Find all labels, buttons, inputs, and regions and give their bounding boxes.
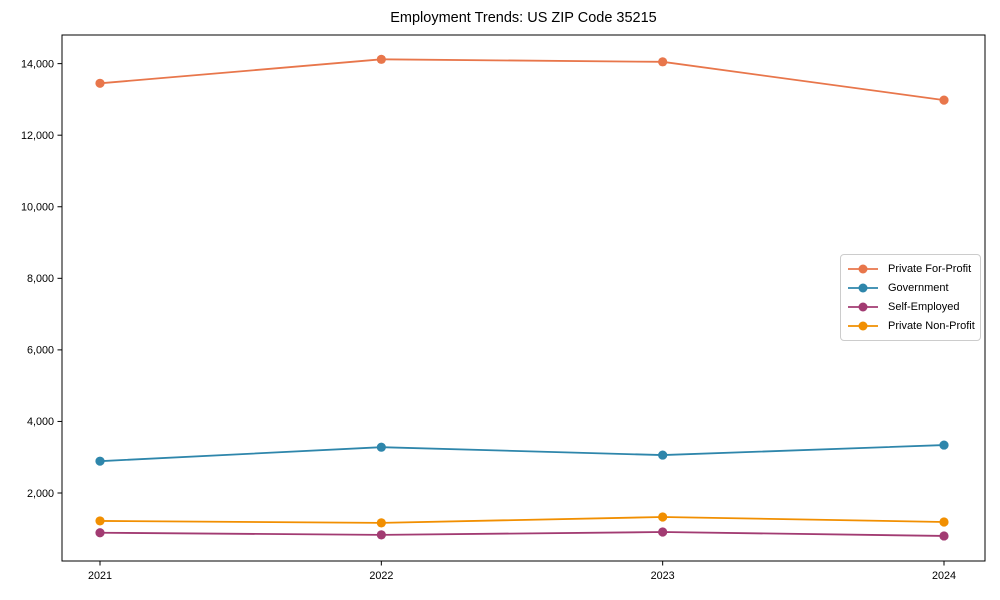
data-point-marker — [939, 517, 949, 527]
series-line — [99, 516, 945, 524]
legend-label: Government — [888, 281, 949, 294]
x-tick-label: 2021 — [88, 570, 112, 582]
data-point-marker — [658, 527, 668, 537]
legend-line-marker-icon — [848, 283, 878, 293]
legend-item: Government — [847, 279, 974, 297]
data-point-marker — [95, 528, 105, 538]
data-point-marker — [95, 516, 105, 526]
y-tick-label: 14,000 — [21, 58, 54, 70]
legend-line-marker-icon — [848, 302, 878, 312]
x-tick-label: 2023 — [651, 570, 675, 582]
legend-item: Private For-Profit — [847, 260, 974, 278]
legend-label: Private For-Profit — [888, 262, 972, 275]
chart-title: Employment Trends: US ZIP Code 35215 — [390, 10, 657, 26]
y-tick-label: 4,000 — [27, 416, 54, 428]
y-tick-label: 2,000 — [27, 488, 54, 500]
legend-item: Self-Employed — [847, 298, 974, 316]
data-point-marker — [95, 456, 105, 466]
data-point-marker — [939, 95, 949, 105]
y-tick-label: 10,000 — [21, 202, 54, 214]
series-line — [99, 531, 945, 537]
data-point-marker — [658, 450, 668, 460]
x-tick-label: 2024 — [932, 570, 956, 582]
legend-line-marker-icon — [848, 321, 878, 331]
plot-frame — [61, 34, 986, 562]
legend-label: Self-Employed — [888, 301, 960, 314]
legend: Private For-Profit Government Self-Emplo… — [840, 254, 981, 341]
data-point-marker — [658, 512, 668, 522]
data-point-marker — [376, 530, 386, 540]
series-line — [99, 58, 945, 102]
y-tick-label: 12,000 — [21, 130, 54, 142]
y-tick-label: 6,000 — [27, 345, 54, 357]
legend-line-marker-icon — [848, 264, 878, 274]
legend-item: Private Non-Profit — [847, 317, 975, 335]
data-point-marker — [95, 78, 105, 88]
data-point-marker — [376, 518, 386, 528]
data-point-marker — [658, 57, 668, 67]
data-point-marker — [939, 440, 949, 450]
data-point-marker — [939, 531, 949, 541]
data-point-marker — [376, 442, 386, 452]
x-tick-label: 2022 — [369, 570, 393, 582]
data-point-marker — [376, 54, 386, 64]
legend-label: Private Non-Profit — [888, 320, 975, 333]
series-line — [99, 444, 945, 463]
y-tick-label: 8,000 — [27, 273, 54, 285]
